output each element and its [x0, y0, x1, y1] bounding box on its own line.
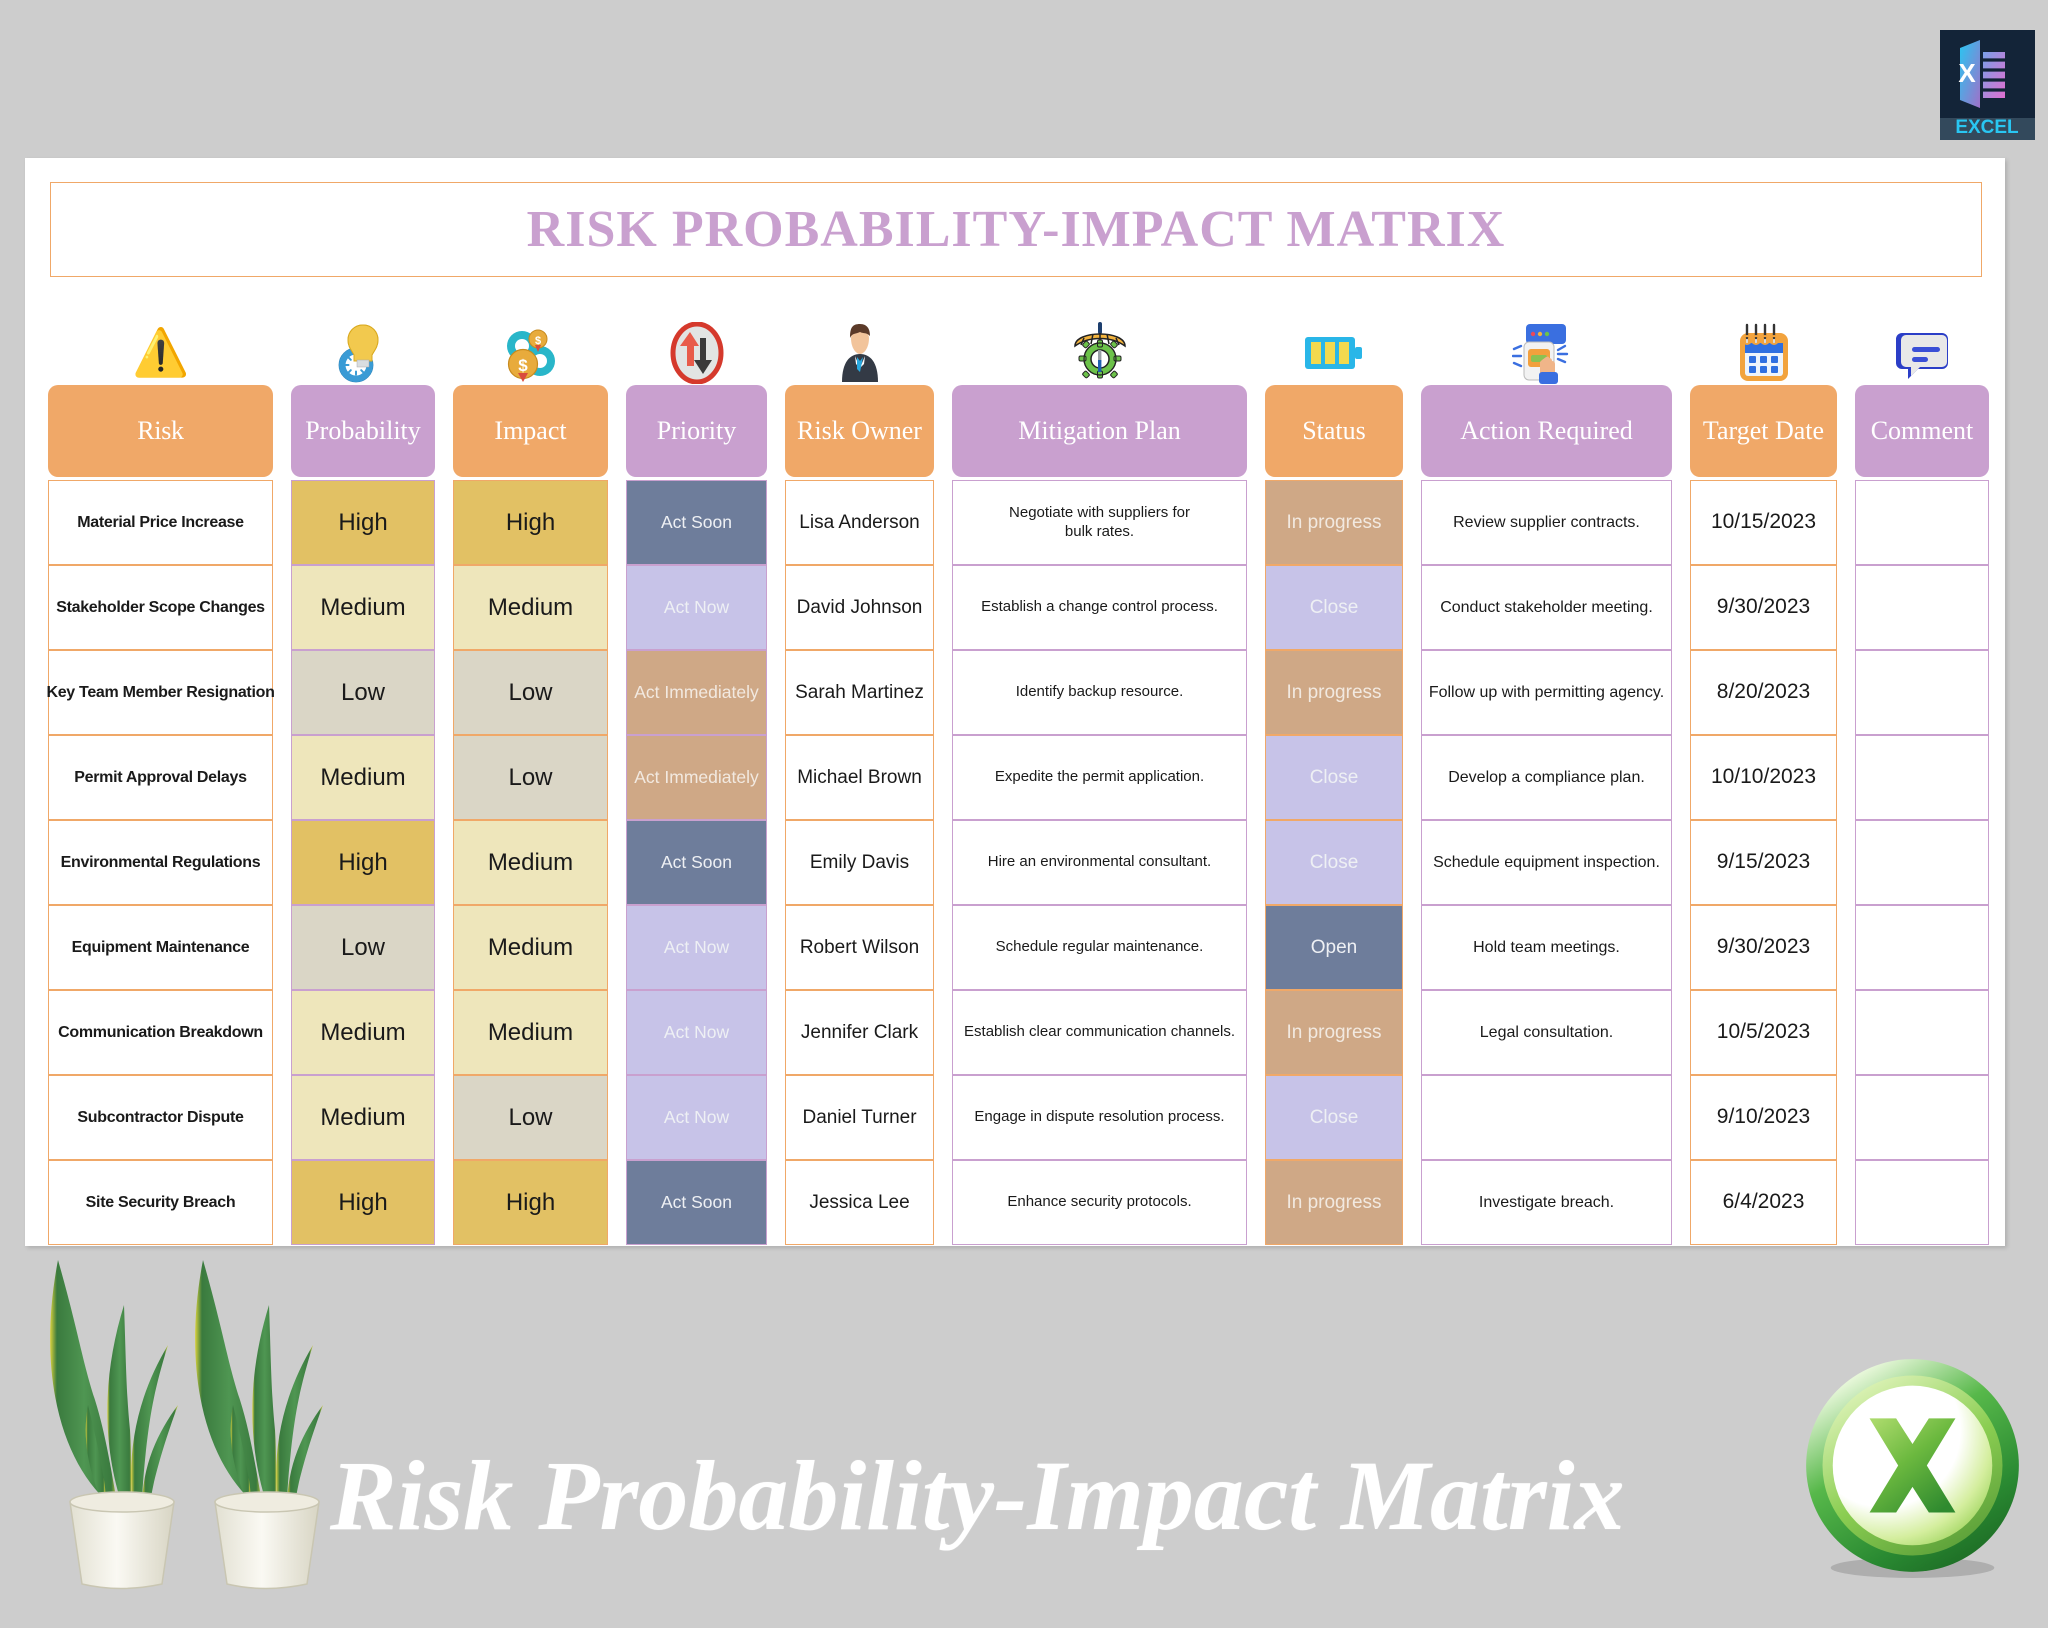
svg-text:X: X — [1958, 58, 1976, 88]
svg-text:EXCEL: EXCEL — [1955, 117, 2019, 138]
svg-text:$: $ — [518, 356, 528, 375]
